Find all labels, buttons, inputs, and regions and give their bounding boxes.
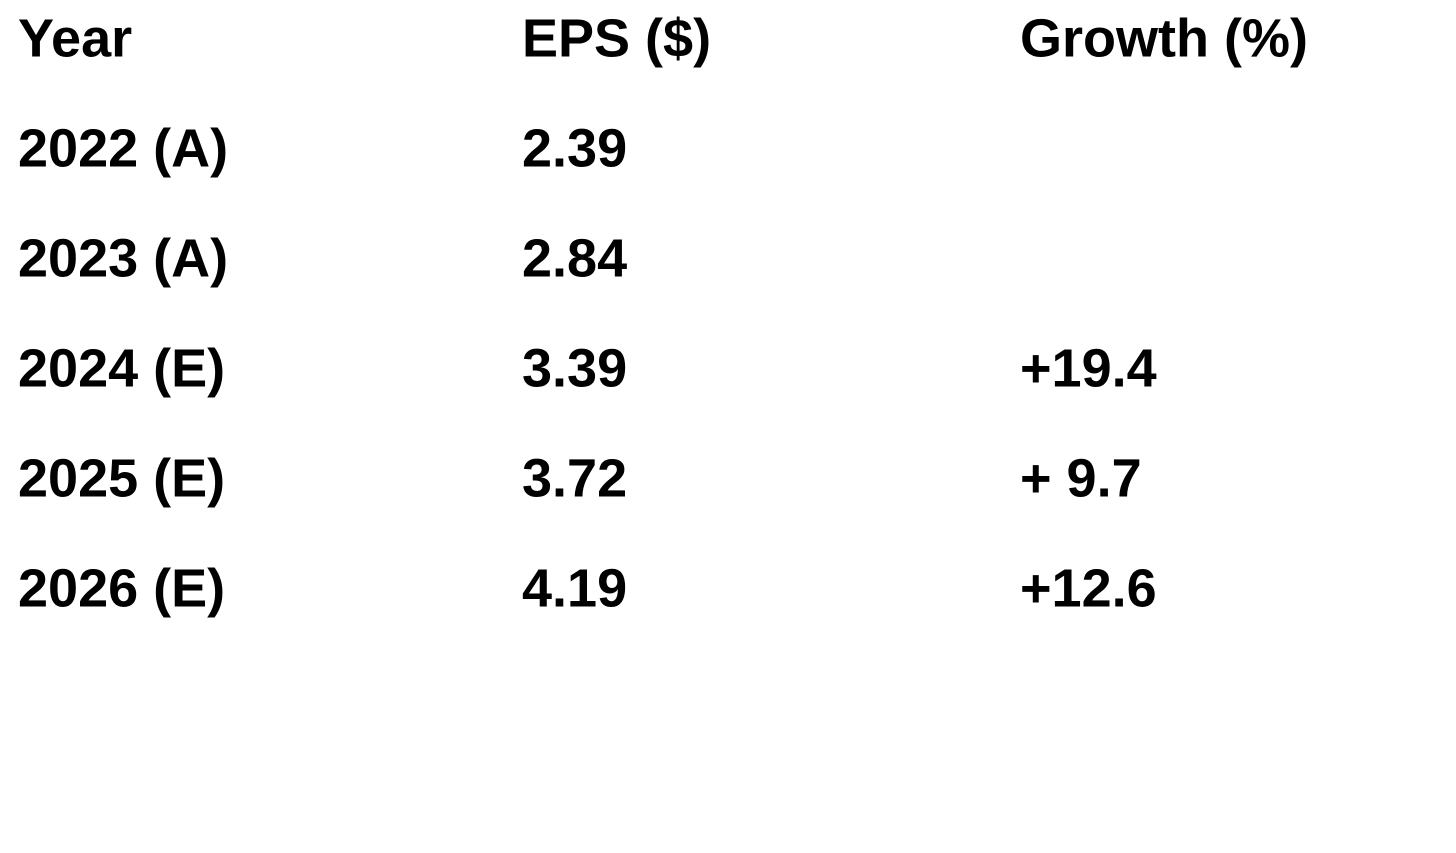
table-cell: 2024 (E): [18, 338, 225, 398]
column-header: Growth (%): [1020, 8, 1308, 68]
table-cell: 2.84: [522, 228, 627, 288]
table-cell: + 9.7: [1020, 448, 1142, 508]
table-cell: 3.39: [522, 338, 627, 398]
table-cell: 3.72: [522, 448, 627, 508]
table-cell: 2023 (A): [18, 228, 228, 288]
column-header: EPS ($): [522, 8, 711, 68]
table-cell: 2022 (A): [18, 118, 228, 178]
table-cell: 2026 (E): [18, 558, 225, 618]
table-cell: 4.19: [522, 558, 627, 618]
table-cell: +19.4: [1020, 338, 1157, 398]
table-cell: 2.39: [522, 118, 627, 178]
table-cell: 2025 (E): [18, 448, 225, 508]
table-cell: +12.6: [1020, 558, 1157, 618]
column-header: Year: [18, 8, 132, 68]
